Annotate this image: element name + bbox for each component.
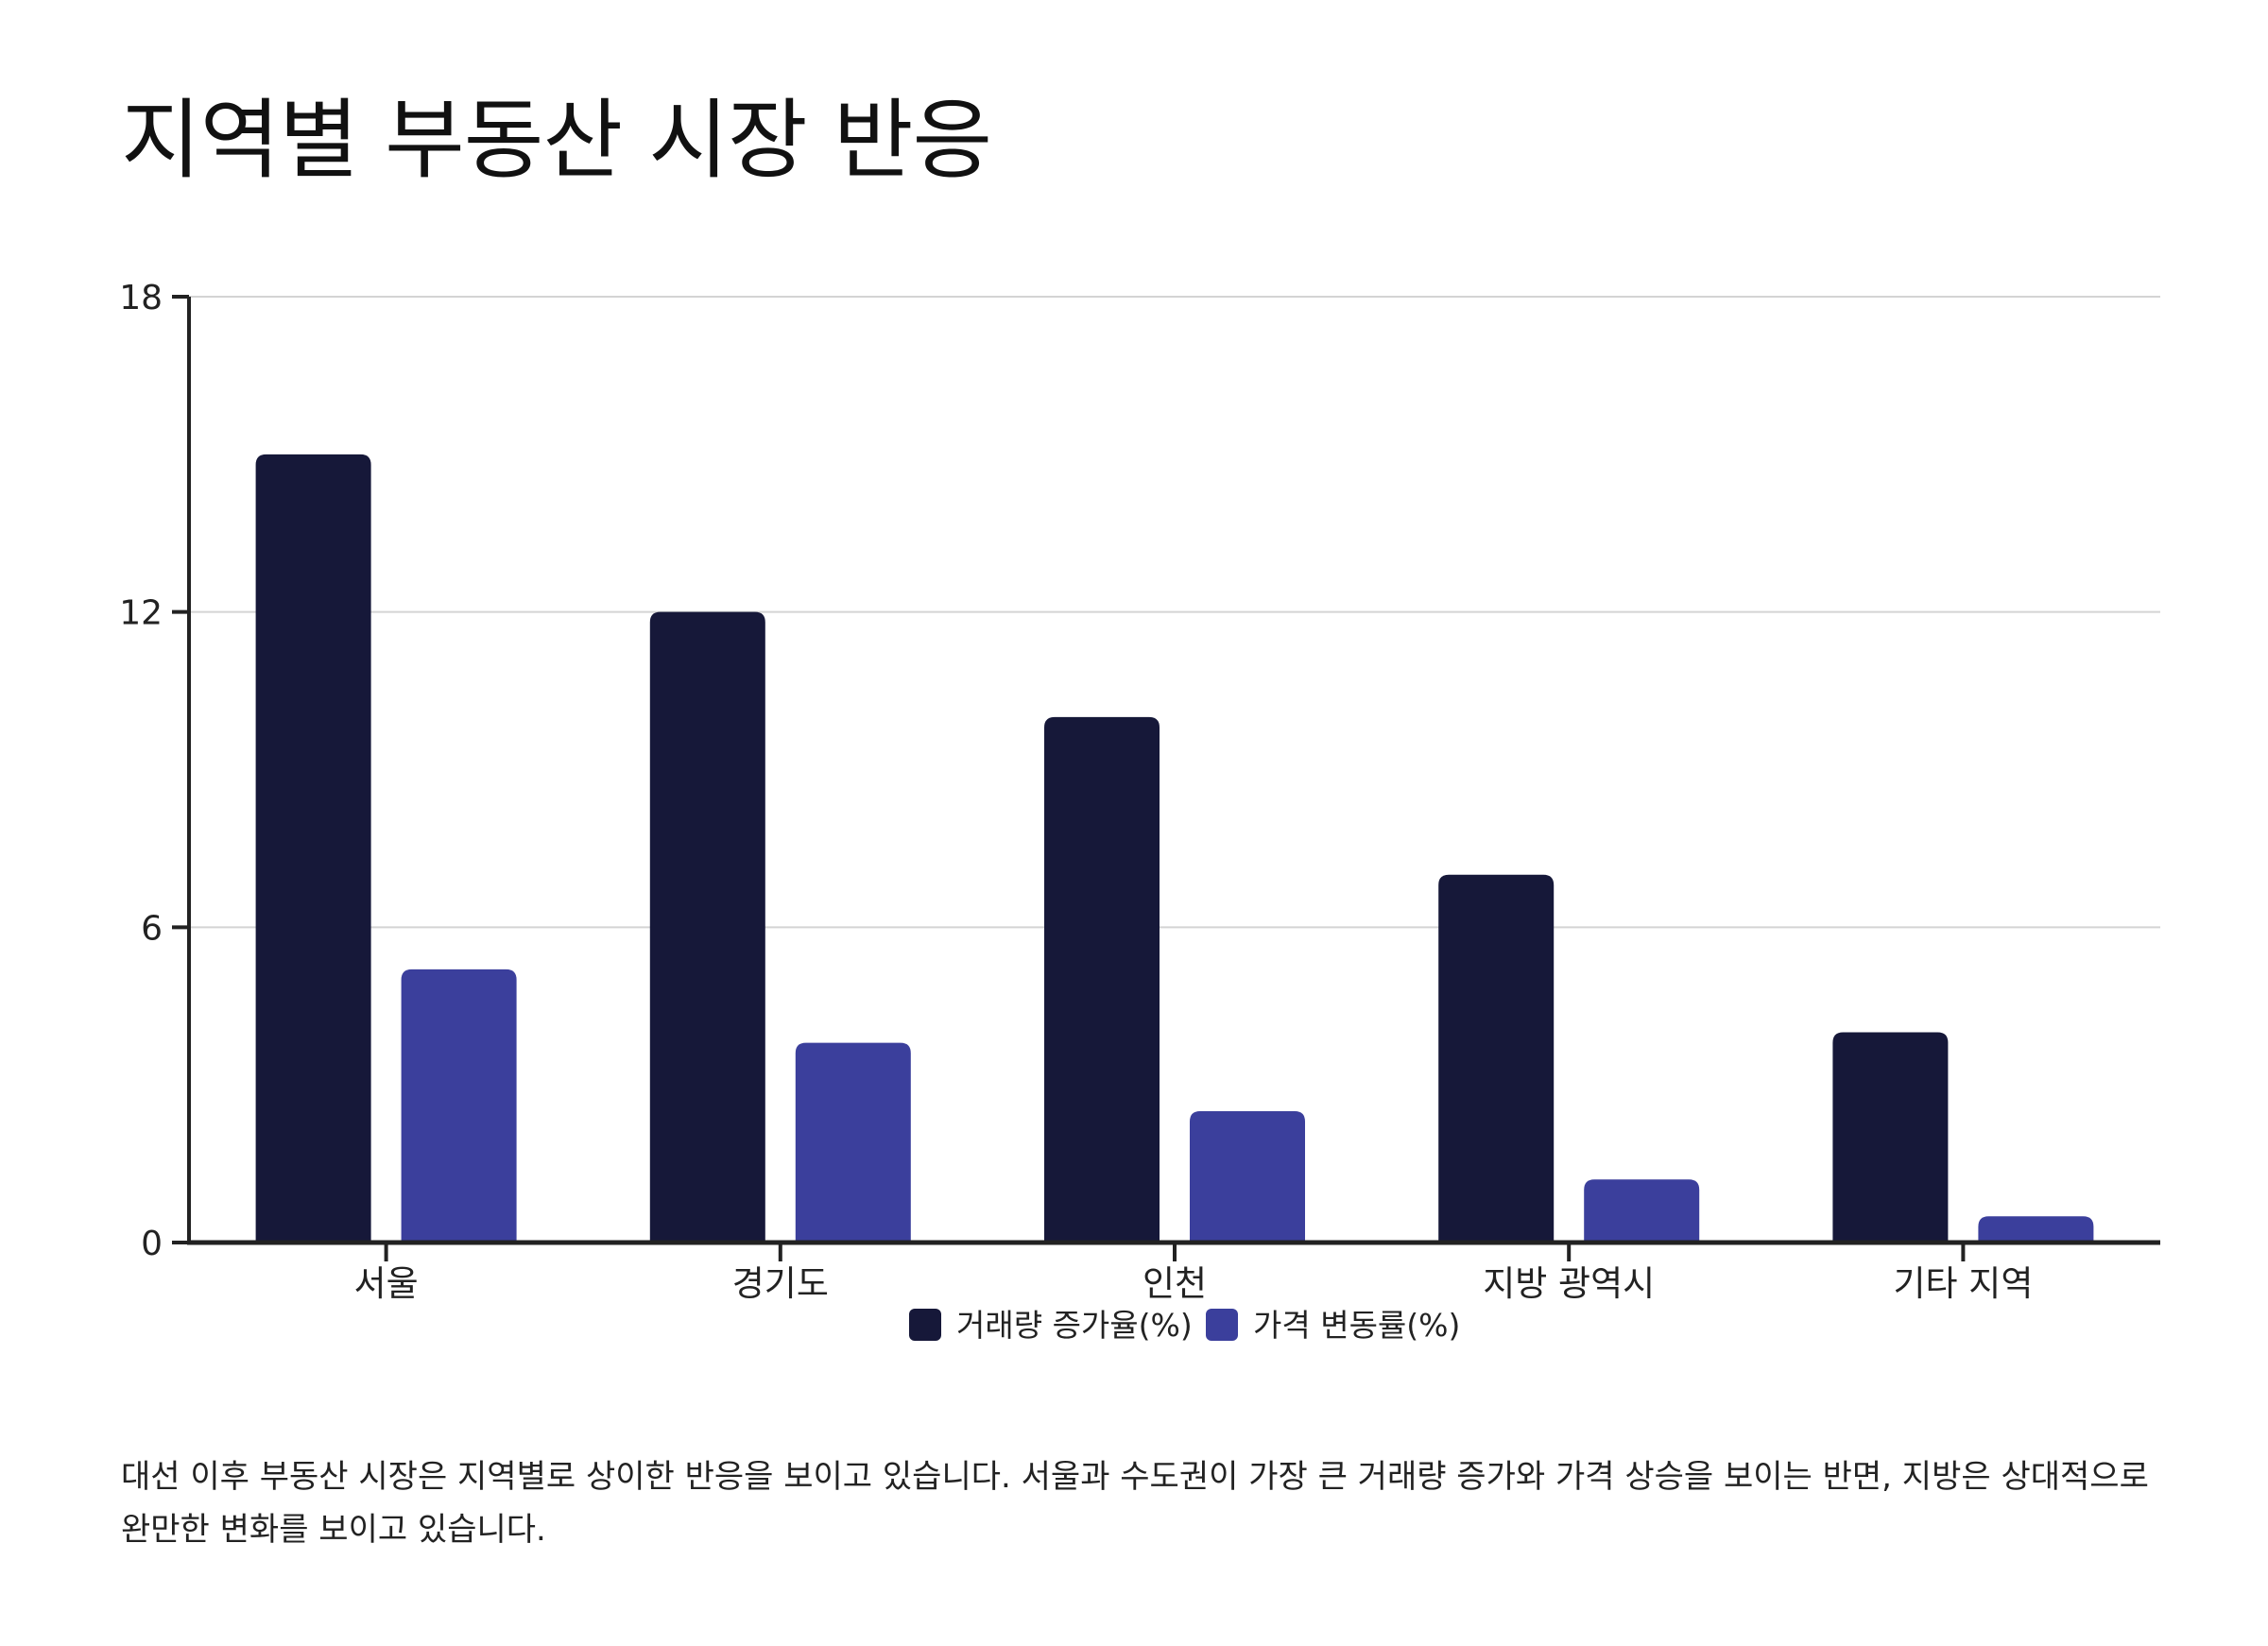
legend-swatch-0 <box>909 1309 941 1341</box>
bar-price-3 <box>1584 1179 1700 1243</box>
y-tick-label: 12 <box>119 594 163 633</box>
bar-transaction-3 <box>1438 874 1555 1243</box>
bar-price-0 <box>401 969 517 1243</box>
x-tick-label: 기타 지역 <box>1893 1263 2033 1304</box>
x-tick-label: 경기도 <box>732 1263 829 1304</box>
bar-transaction-4 <box>1832 1032 1949 1243</box>
tick-labels: 0 6 12 18 서울 경기도 인천 지방 광역시 기타 지역 <box>119 279 2033 1304</box>
bars <box>255 454 2094 1243</box>
legend-label-1: 가격 변동률(%) <box>1253 1307 1460 1344</box>
x-tick-label: 인천 <box>1143 1263 1207 1304</box>
axes <box>172 295 2160 1261</box>
legend: 거래량 증가율(%) 가격 변동률(%) <box>909 1307 1460 1344</box>
bar-price-1 <box>795 1042 911 1243</box>
bar-price-2 <box>1190 1110 1305 1243</box>
page-title: 지역별 부동산 시장 반응 <box>121 90 992 191</box>
chart-caption: 대선 이후 부동산 시장은 지역별로 상이한 반응을 보이고 있습니다. 서울과… <box>121 1458 2149 1549</box>
grid-lines <box>189 296 2160 929</box>
x-tick-label: 서울 <box>354 1263 419 1304</box>
x-tick-label: 지방 광역시 <box>1483 1263 1655 1304</box>
bar-transaction-1 <box>649 611 765 1243</box>
y-tick-label: 18 <box>119 279 163 317</box>
legend-label-0: 거래량 증가율(%) <box>956 1307 1193 1344</box>
bar-price-4 <box>1978 1216 2094 1243</box>
bar-transaction-2 <box>1044 716 1160 1243</box>
y-tick-label: 6 <box>141 909 163 948</box>
bar-transaction-0 <box>255 454 371 1243</box>
y-tick-label: 0 <box>141 1225 163 1263</box>
legend-swatch-1 <box>1206 1309 1238 1341</box>
